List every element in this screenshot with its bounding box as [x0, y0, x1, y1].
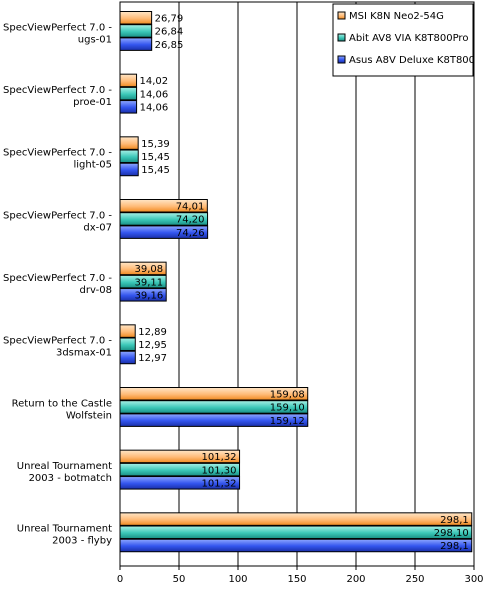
- x-tick-label: 0: [117, 574, 123, 585]
- data-label-0-4: 39,08: [134, 264, 163, 275]
- data-label-1-0: 26,84: [155, 27, 184, 38]
- category-label-3: SpecViewPerfect 7.0 -dx-07: [3, 210, 112, 233]
- bar-1-8: [119, 525, 473, 540]
- category-label-line: dx-07: [83, 222, 112, 233]
- data-label-1-4: 39,11: [135, 277, 164, 288]
- category-label-line: Return to the Castle: [12, 398, 112, 409]
- category-labels: SpecViewPerfect 7.0 -ugs-01SpecViewPerfe…: [3, 22, 112, 546]
- x-tick-label: 150: [287, 574, 306, 585]
- data-label-1-7: 101,30: [202, 465, 237, 476]
- x-tick-label: 200: [346, 574, 365, 585]
- bar-0-0: [119, 11, 153, 25]
- category-label-5: SpecViewPerfect 7.0 -3dsmax-01: [3, 336, 112, 359]
- bar-2-2: [119, 162, 139, 177]
- bar-2-5: [119, 350, 136, 365]
- category-label-line: Unreal Tournament: [17, 461, 112, 472]
- data-label-2-8: 298,1: [440, 541, 469, 552]
- data-label-2-0: 26,85: [155, 40, 184, 51]
- data-label-0-3: 74,01: [176, 202, 205, 213]
- bar-0-8: [119, 512, 473, 526]
- data-label-1-3: 74,20: [176, 215, 205, 226]
- category-label-6: Return to the Castle Wolfstein: [12, 398, 112, 421]
- data-label-1-1: 14,06: [140, 89, 169, 100]
- legend: MSI K8N Neo2-54G Abit AV8 VIA K8T800Pro As…: [332, 3, 475, 77]
- category-label-line: SpecViewPerfect 7.0 -: [3, 210, 112, 221]
- bar-1-1: [119, 86, 138, 101]
- category-label-line: Unreal Tournament: [17, 524, 112, 535]
- category-label-1: SpecViewPerfect 7.0 -proe-01: [3, 85, 112, 108]
- category-label-line: SpecViewPerfect 7.0 -: [3, 273, 112, 284]
- data-label-0-2: 15,39: [141, 139, 170, 150]
- category-label-line: SpecViewPerfect 7.0 -: [3, 336, 112, 347]
- data-label-2-1: 14,06: [140, 103, 169, 114]
- category-label-4: SpecViewPerfect 7.0 -drv-08: [3, 273, 112, 296]
- category-label-line: Wolfstein: [66, 410, 112, 421]
- category-label-line: SpecViewPerfect 7.0 -: [3, 85, 112, 96]
- bar-1-0: [119, 24, 153, 38]
- bar-0-5: [119, 324, 136, 338]
- x-tick-label: 300: [464, 574, 483, 585]
- legend-entry-1: Abit AV8 VIA K8T800Pro: [349, 33, 468, 44]
- category-label-0: SpecViewPerfect 7.0 -ugs-01: [3, 22, 112, 45]
- category-label-7: Unreal Tournament 2003 - botmatch: [17, 461, 112, 484]
- category-label-line: proe-01: [73, 97, 112, 108]
- data-label-1-6: 159,10: [270, 403, 305, 414]
- legend-swatch-1: [337, 33, 346, 42]
- data-label-0-8: 298,1: [440, 515, 469, 526]
- legend-swatch-2: [337, 55, 346, 64]
- category-label-8: Unreal Tournament 2003 - flyby: [17, 524, 112, 547]
- category-label-line: SpecViewPerfect 7.0 -: [3, 148, 112, 159]
- legend-box: [332, 3, 474, 77]
- category-label-line: 2003 - botmatch: [29, 473, 112, 484]
- data-label-2-6: 159,12: [270, 416, 305, 427]
- x-tick-label: 250: [405, 574, 424, 585]
- axes: 0 50 100 150 200 250 300: [117, 2, 484, 585]
- legend-swatch-0: [337, 11, 346, 20]
- bar-1-5: [119, 337, 136, 352]
- x-tick-label: 50: [173, 574, 186, 585]
- legend-entry-2: Asus A8V Deluxe K8T800: [349, 55, 475, 66]
- data-label-2-7: 101,32: [202, 479, 237, 490]
- data-label-2-4: 39,16: [135, 291, 164, 302]
- category-label-2: SpecViewPerfect 7.0 -light-05: [3, 148, 112, 171]
- data-label-0-0: 26,79: [155, 14, 184, 25]
- category-label-line: 2003 - flyby: [52, 536, 112, 547]
- data-label-1-5: 12,95: [138, 340, 167, 351]
- category-label-line: 3dsmax-01: [56, 348, 112, 359]
- data-label-2-5: 12,97: [138, 353, 167, 364]
- data-label-0-1: 14,02: [140, 76, 169, 87]
- data-label-0-5: 12,89: [138, 327, 167, 338]
- data-label-0-7: 101,32: [202, 452, 237, 463]
- data-label-2-3: 74,26: [176, 228, 205, 239]
- category-label-line: drv-08: [80, 285, 112, 296]
- bar-0-2: [119, 136, 139, 150]
- data-label-1-8: 298,10: [434, 528, 469, 539]
- legend-entry-0: MSI K8N Neo2-54G: [349, 11, 444, 22]
- x-tick-label: 100: [228, 574, 247, 585]
- data-label-2-2: 15,45: [141, 165, 170, 176]
- data-label-0-6: 159,08: [270, 390, 305, 401]
- category-label-line: SpecViewPerfect 7.0 -: [3, 22, 112, 33]
- bar-0-1: [119, 73, 138, 88]
- data-label-1-2: 15,45: [141, 152, 170, 163]
- category-label-line: light-05: [74, 160, 113, 171]
- bar-2-1: [119, 100, 138, 114]
- bar-1-2: [119, 149, 139, 164]
- bar-2-0: [119, 37, 153, 51]
- bar-2-8: [119, 538, 473, 553]
- category-label-line: ugs-01: [78, 34, 112, 45]
